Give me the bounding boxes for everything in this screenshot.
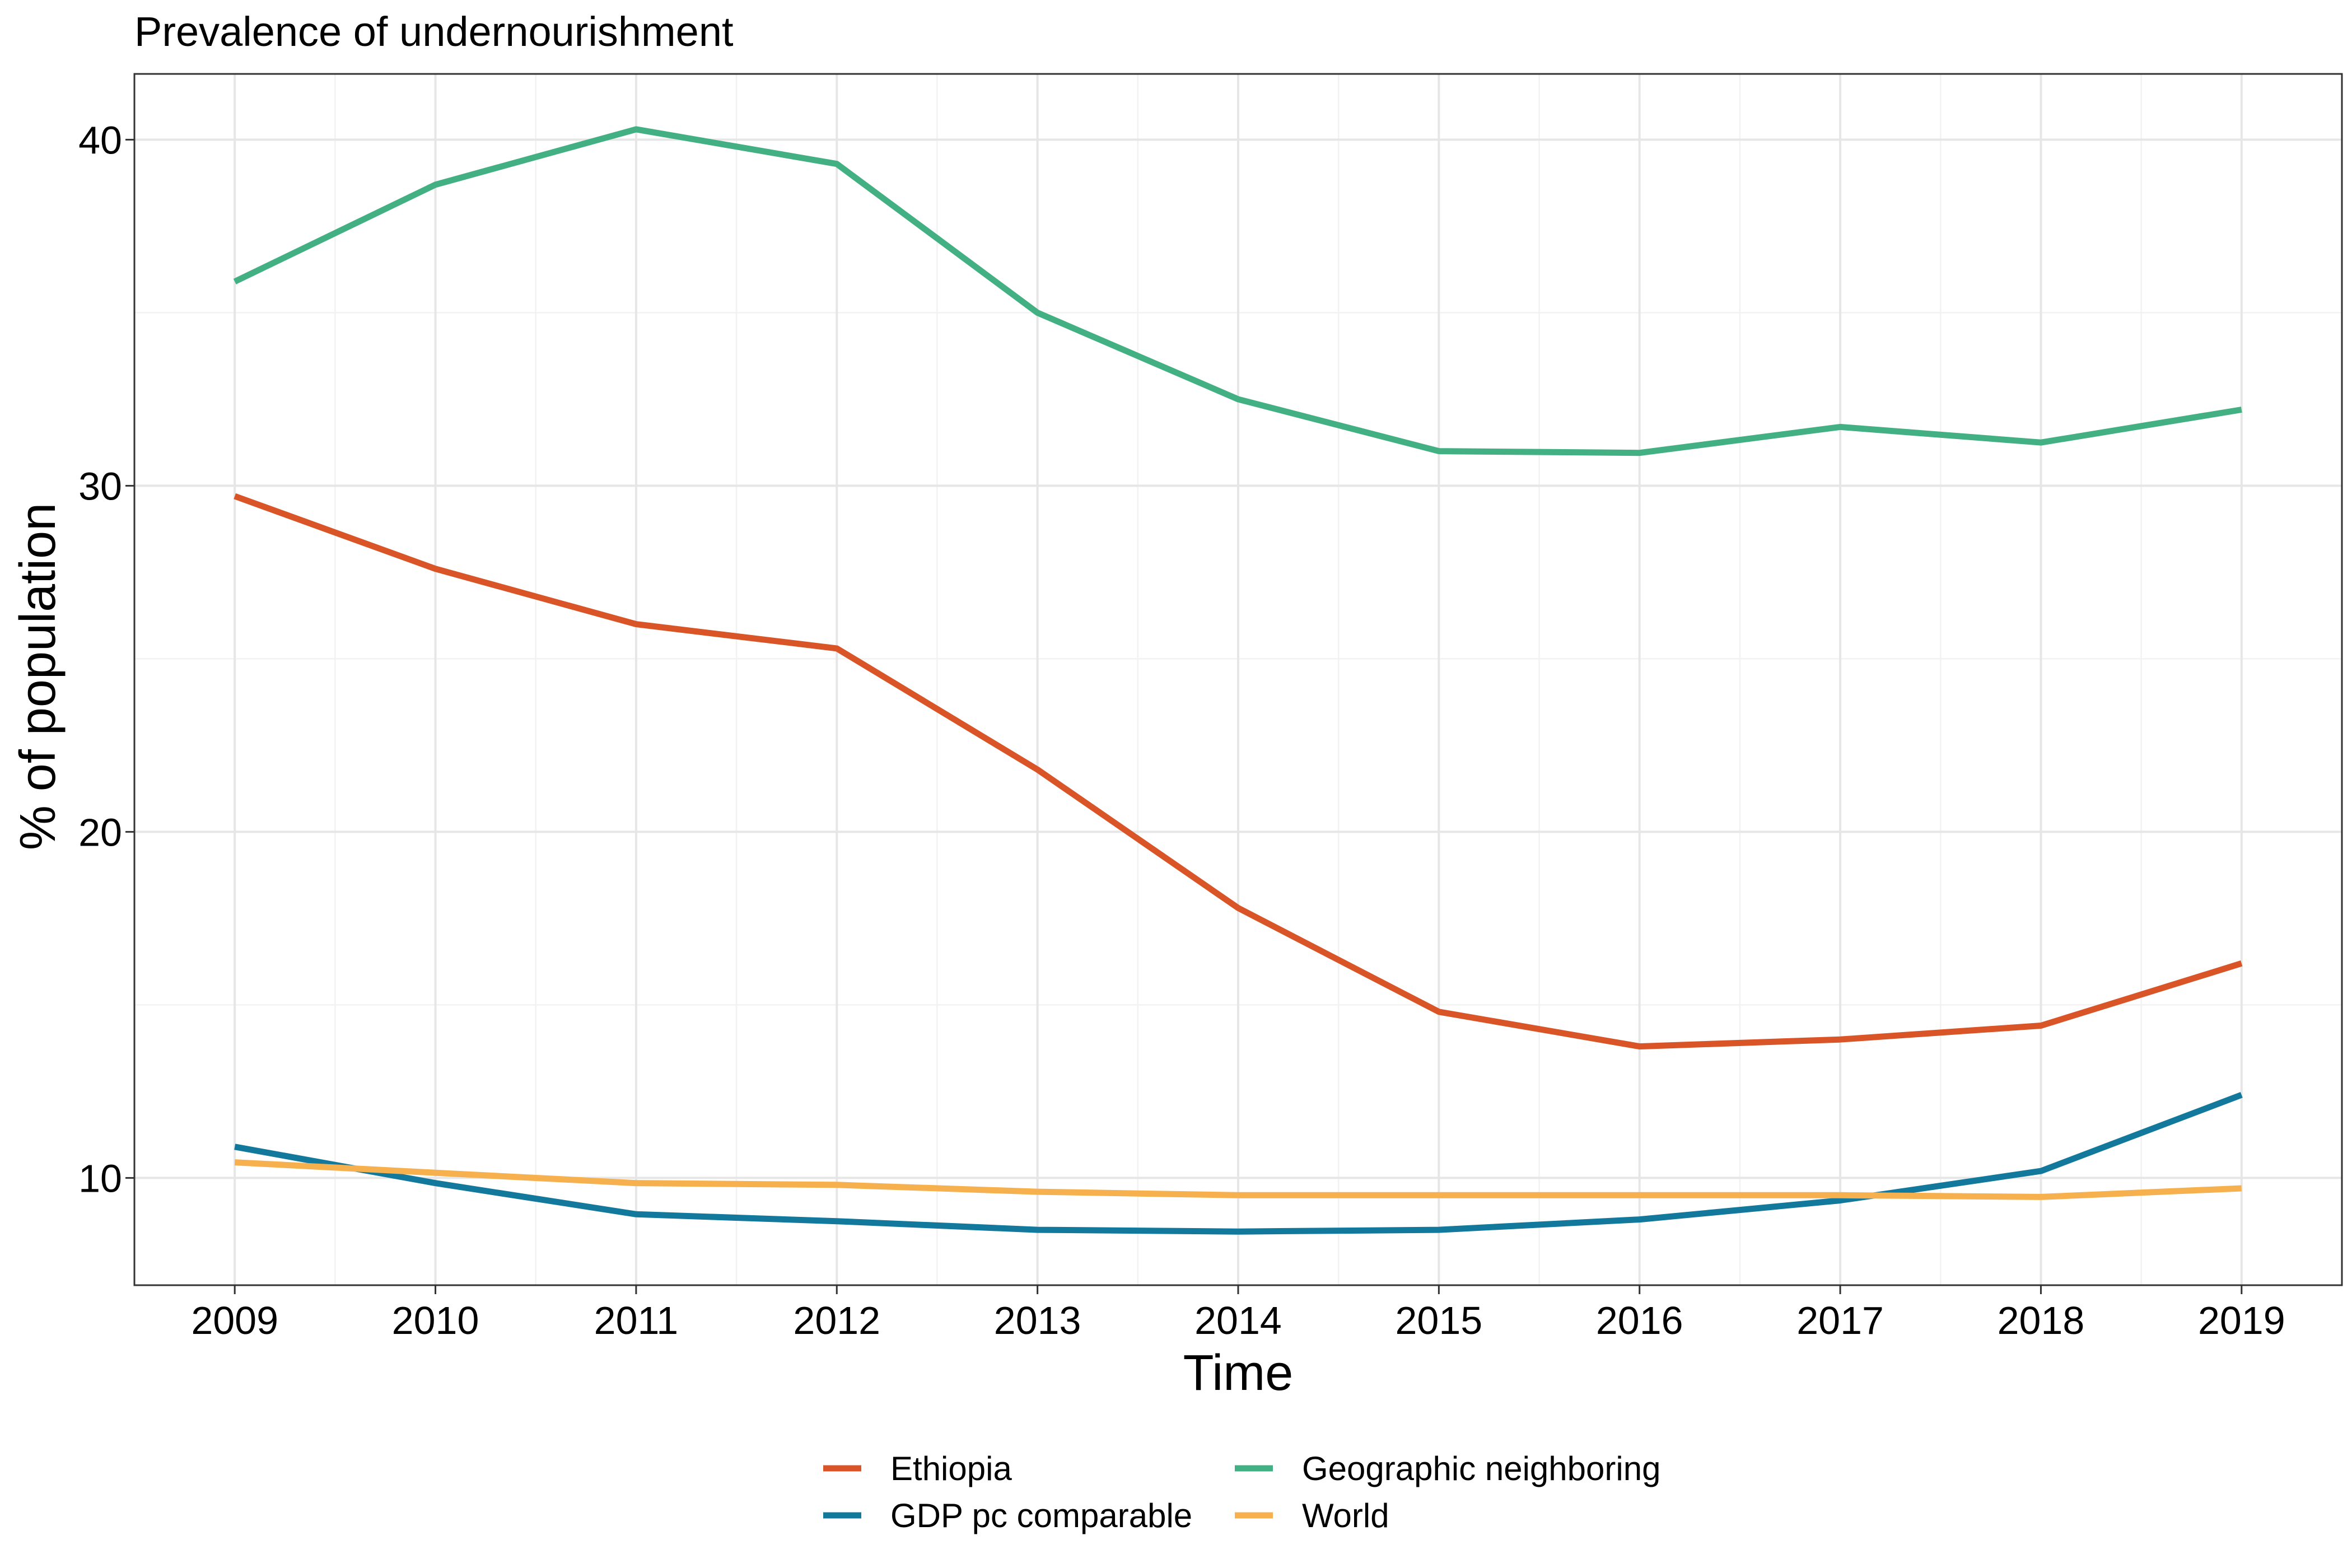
axis-ticks xyxy=(125,138,2243,1294)
legend-label-gdp-pc-comparable: GDP pc comparable xyxy=(890,1497,1192,1534)
x-tick-label: 2017 xyxy=(1796,1299,1884,1342)
legend-label-ethiopia: Ethiopia xyxy=(890,1450,1012,1487)
y-axis-title: % of population xyxy=(10,503,66,850)
y-tick-label: 40 xyxy=(78,118,122,162)
grid xyxy=(134,74,2342,1285)
chart-title: Prevalence of undernourishment xyxy=(134,8,734,55)
x-tick-label: 2011 xyxy=(594,1299,679,1342)
series-line-world xyxy=(234,1159,2242,1200)
x-tick-label: 2009 xyxy=(191,1299,278,1342)
series-line-geographic-neighboring xyxy=(233,126,2242,456)
x-tick-label: 2015 xyxy=(1395,1299,1482,1342)
x-axis-tick-labels: 2009 2010 2011 2012 2013 2014 2015 2016 2017 2018… xyxy=(191,1299,2285,1342)
x-tick-label: 2016 xyxy=(1596,1299,1683,1342)
series-line-ethiopia xyxy=(234,493,2243,1050)
x-tick-label: 2010 xyxy=(392,1299,479,1342)
legend-label-geographic-neighboring: Geographic neighboring xyxy=(1302,1450,1660,1487)
y-axis-tick-labels: 10 20 30 40 xyxy=(78,118,122,1200)
x-tick-label: 2019 xyxy=(2198,1299,2285,1342)
x-tick-label: 2018 xyxy=(1998,1299,2085,1342)
y-tick-label: 30 xyxy=(78,464,122,508)
series-lines xyxy=(233,126,2243,1235)
x-tick-label: 2012 xyxy=(793,1299,880,1342)
y-tick-label: 10 xyxy=(78,1156,122,1200)
x-tick-label: 2014 xyxy=(1194,1299,1282,1342)
legend-label-world: World xyxy=(1302,1497,1389,1534)
series-line-gdp-pc-comparable xyxy=(234,1091,2243,1235)
y-tick-label: 20 xyxy=(78,810,122,854)
x-tick-label: 2013 xyxy=(994,1299,1081,1342)
x-axis-title: Time xyxy=(1183,1345,1294,1401)
legend: Ethiopia GDP pc comparable Geographic neig… xyxy=(823,1450,1660,1534)
